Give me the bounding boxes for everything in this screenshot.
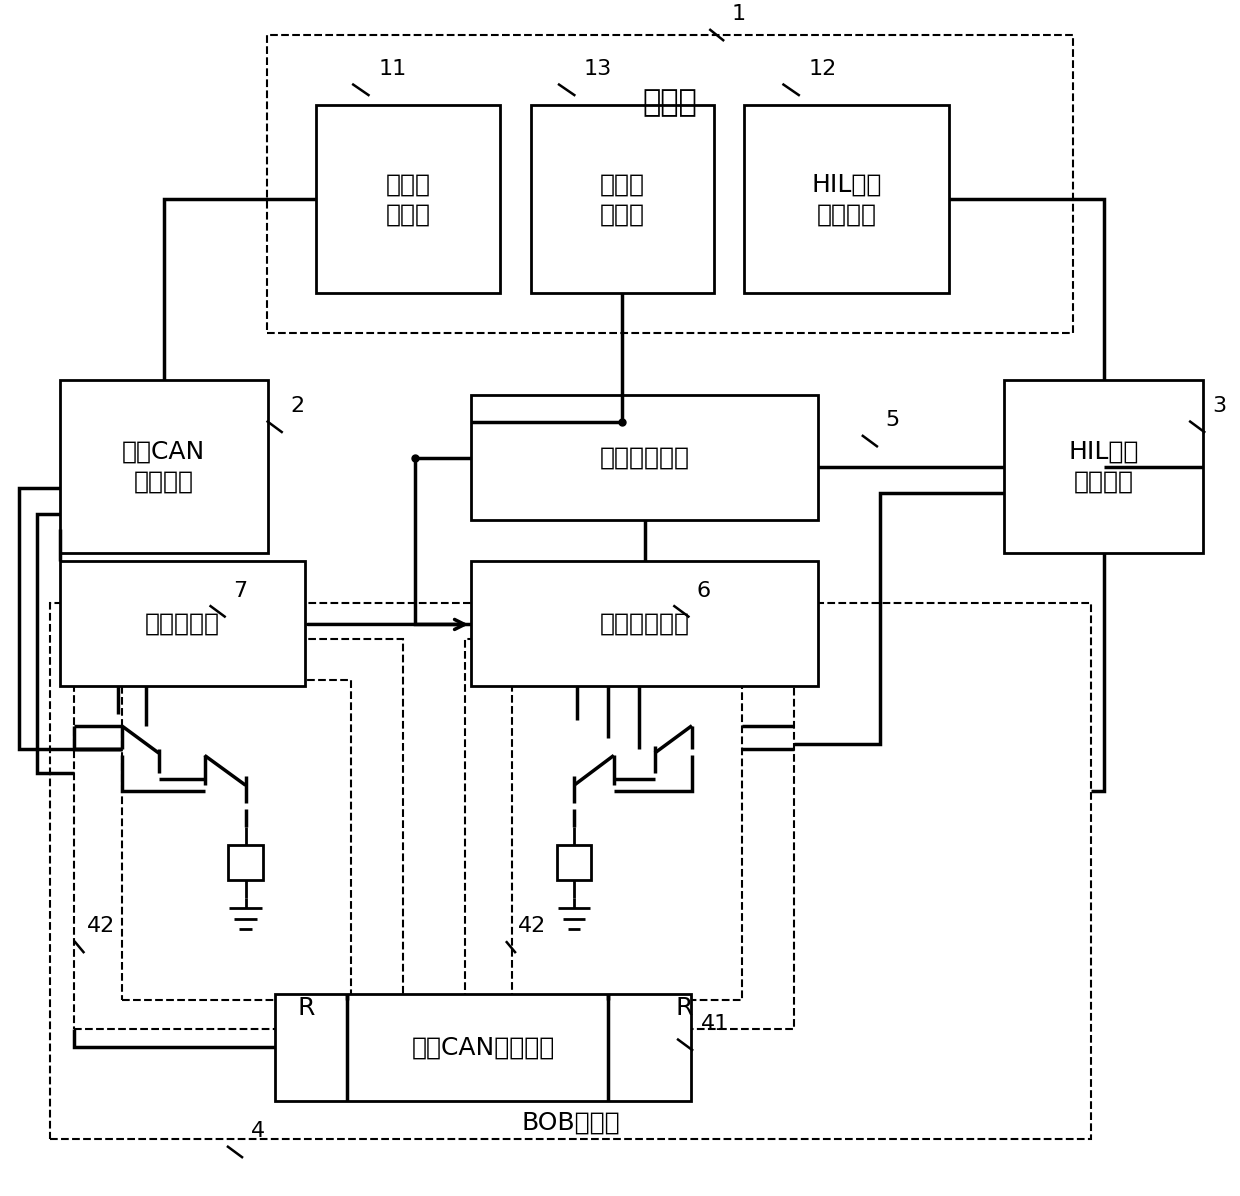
Text: 5: 5 — [885, 410, 899, 431]
Bar — [1004, 380, 1203, 553]
Bar — [228, 844, 263, 880]
Text: 12: 12 — [808, 59, 837, 79]
Bar — [557, 844, 591, 880]
Text: 2: 2 — [290, 396, 304, 416]
Bar — [74, 639, 403, 1030]
Text: 7: 7 — [233, 580, 247, 600]
Bar — [465, 639, 794, 1030]
Text: 信号处
理模块: 信号处 理模块 — [600, 172, 645, 226]
Bar — [471, 395, 818, 520]
Text: 11: 11 — [378, 59, 407, 79]
Bar — [275, 994, 691, 1100]
Text: 第二CAN通讯模块: 第二CAN通讯模块 — [412, 1036, 554, 1060]
Bar — [744, 105, 949, 293]
Text: 6: 6 — [697, 580, 711, 600]
Text: 整车用电器: 整车用电器 — [145, 612, 219, 636]
Text: R: R — [298, 996, 315, 1020]
Bar — [50, 603, 1091, 1139]
Bar — [267, 35, 1073, 332]
Bar — [60, 380, 268, 553]
Text: 42: 42 — [518, 916, 547, 936]
Bar — [512, 681, 742, 1000]
Text: 41: 41 — [701, 1014, 729, 1035]
Text: HIL信号
生成模块: HIL信号 生成模块 — [811, 172, 882, 226]
Text: 上位机: 上位机 — [642, 89, 697, 117]
Bar — [531, 105, 714, 293]
Text: 电子控制单元: 电子控制单元 — [600, 612, 689, 636]
Bar — [122, 681, 351, 1000]
Bar — [471, 561, 818, 687]
Text: HIL信号
输出模块: HIL信号 输出模块 — [1069, 440, 1138, 494]
Text: 1: 1 — [732, 5, 745, 24]
Text: 4: 4 — [250, 1121, 264, 1141]
Text: R: R — [676, 996, 693, 1020]
Text: 选通控
制模块: 选通控 制模块 — [386, 172, 430, 226]
Text: 信号采集装置: 信号采集装置 — [600, 445, 689, 469]
Text: 13: 13 — [584, 59, 613, 79]
Text: BOB控制器: BOB控制器 — [521, 1110, 620, 1134]
Text: 42: 42 — [87, 916, 115, 936]
Text: 第一CAN
通讯模块: 第一CAN 通讯模块 — [122, 440, 206, 494]
Bar — [316, 105, 500, 293]
Bar — [60, 561, 305, 687]
Text: 3: 3 — [1213, 396, 1226, 416]
